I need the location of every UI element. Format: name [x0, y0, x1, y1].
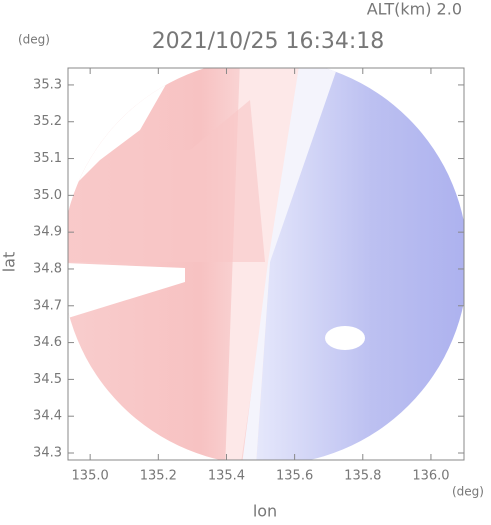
x-tick-label: 135.6: [276, 469, 313, 484]
y-tick-label: 34.7: [33, 298, 62, 313]
chart-title: 2021/10/25 16:34:18: [152, 29, 385, 54]
y-tick-label: 34.8: [33, 261, 62, 276]
x-tick-label: 135.0: [72, 469, 109, 484]
y-tick-label: 34.5: [33, 372, 62, 387]
x-axis-label: lon: [253, 502, 277, 521]
y-tick-label: 35.2: [33, 114, 62, 129]
x-tick-label: 135.4: [208, 469, 245, 484]
y-tick-label: 34.3: [33, 446, 62, 461]
x-tick-label: 135.2: [140, 469, 177, 484]
y-tick-label: 34.9: [33, 225, 62, 240]
y-axis-label: lat: [0, 252, 19, 273]
plot-frame: [67, 67, 465, 461]
radar-field: [68, 68, 464, 460]
y-tick-label: 35.0: [33, 188, 62, 203]
y-tick-label: 34.4: [33, 409, 62, 424]
x-tick-label: 135.8: [344, 469, 381, 484]
y-unit: (deg): [18, 33, 50, 47]
x-tick-label: 136.0: [412, 469, 449, 484]
x-unit: (deg): [452, 485, 484, 499]
y-tick-label: 35.3: [33, 77, 62, 92]
annotation: ALT(km) 2.0: [367, 0, 462, 19]
y-tick-label: 35.1: [33, 151, 62, 166]
y-tick-label: 34.6: [33, 335, 62, 350]
